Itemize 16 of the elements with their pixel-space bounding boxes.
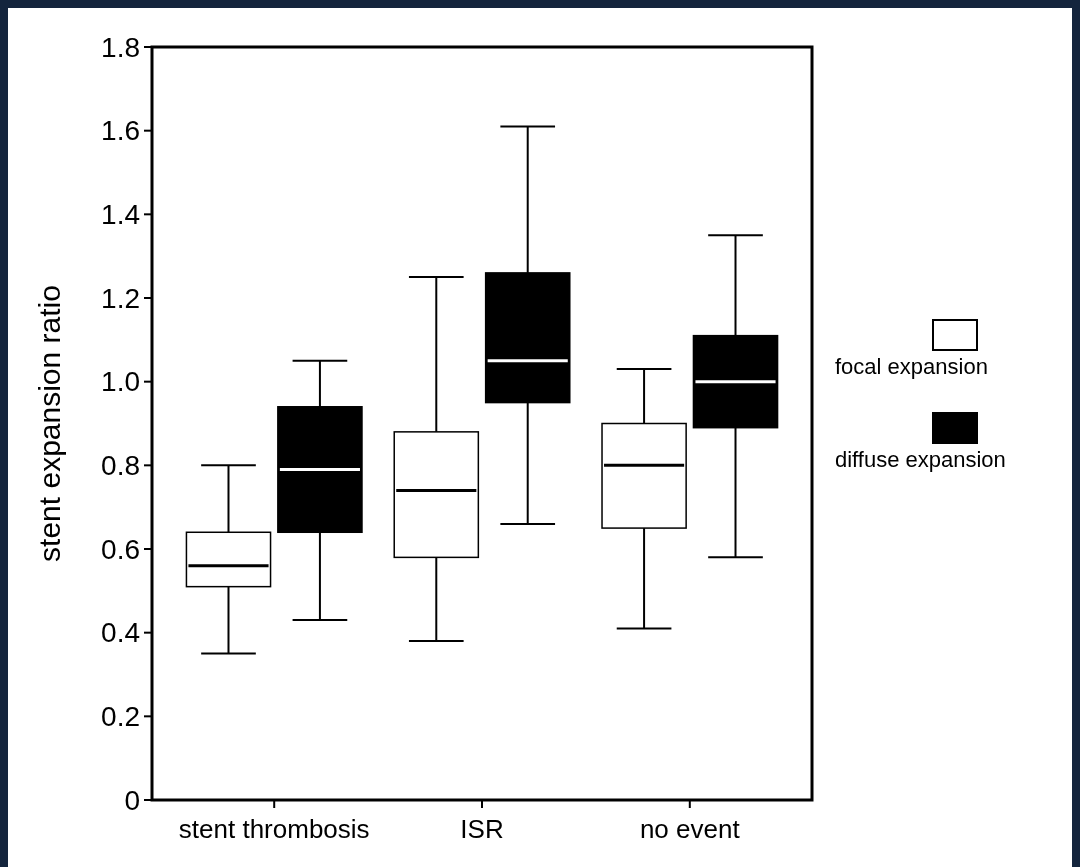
x-tick-label: ISR (460, 814, 504, 844)
y-tick-label: 0 (124, 784, 140, 816)
y-axis-title: stent expansion ratio (33, 285, 66, 562)
y-tick-label: 1.8 (101, 31, 140, 63)
y-tick-label: 0.8 (101, 450, 140, 482)
x-tick-label: no event (639, 814, 741, 844)
legend-label: focal expansion (835, 354, 988, 379)
legend-label: diffuse expansion (835, 447, 1006, 472)
y-tick-label: 1.0 (101, 366, 140, 398)
y-tick-label: 0.6 (101, 533, 140, 565)
x-tick-label: stent thrombosis (178, 814, 370, 844)
y-tick-label: 0.4 (101, 617, 140, 649)
y-tick-label: 1.4 (101, 199, 140, 231)
y-tick-label: 0.2 (101, 701, 140, 733)
y-tick-label: 1.6 (101, 115, 140, 147)
y-tick-label: 1.2 (101, 282, 140, 314)
